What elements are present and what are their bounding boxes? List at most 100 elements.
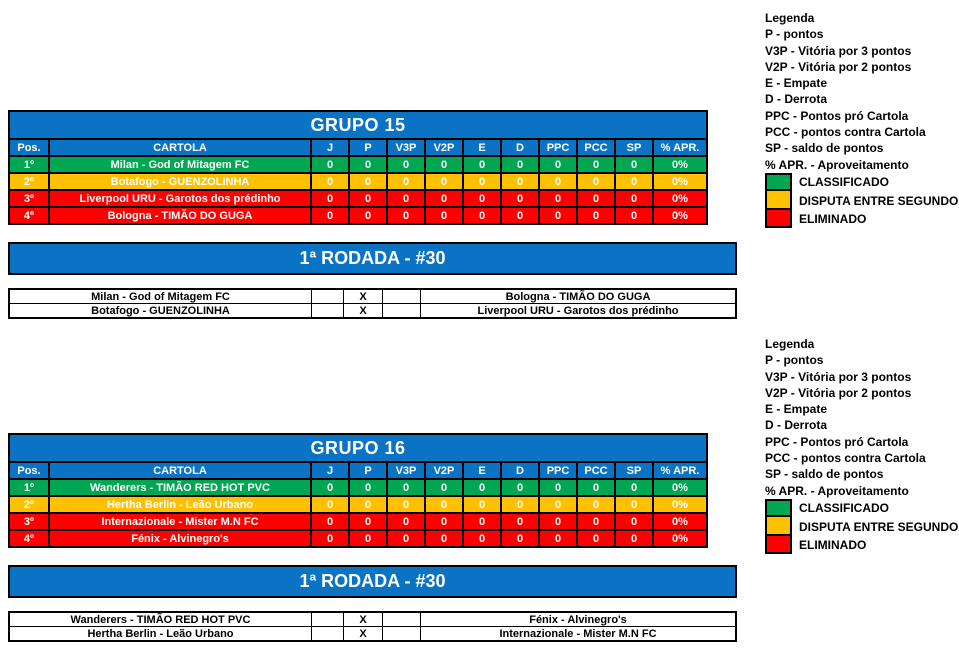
- stat-cell: 0: [616, 157, 652, 172]
- stat-cell: 0: [464, 191, 500, 206]
- stat-cell: 0: [388, 480, 424, 495]
- legend-line: E - Empate: [765, 402, 828, 417]
- fixture-row: Wanderers - TIMÃO RED HOT PVC X Fénix - …: [10, 613, 735, 626]
- home-team-cell: Milan - God of Mitagem FC: [10, 290, 311, 303]
- legend-line: V3P - Vitória por 3 pontos: [765, 369, 912, 384]
- position-cell: 2º: [10, 497, 48, 512]
- legend-line: V2P - Vitória por 2 pontos: [765, 59, 912, 74]
- stat-cell: 0: [312, 531, 348, 546]
- header-sp: SP: [616, 140, 652, 155]
- table-row: 3º Liverpool URU - Garotos dos prédinho …: [10, 191, 706, 206]
- legend-status-label: DISPUTA ENTRE SEGUNDOS: [799, 193, 959, 208]
- team-cell: Liverpool URU - Garotos dos prédinho: [50, 191, 310, 206]
- header-pos: Pos.: [10, 140, 48, 155]
- stat-cell: 0: [350, 514, 386, 529]
- stat-cell: 0: [540, 497, 576, 512]
- legend-line: SP - saldo de pontos: [765, 141, 884, 156]
- stat-cell: 0: [312, 208, 348, 223]
- table-row: 2º Hertha Berlin - Leão Urbano 0 0 0 0 0…: [10, 497, 706, 512]
- stat-cell: 0: [616, 480, 652, 495]
- versus-cell: X: [344, 304, 382, 317]
- position-cell: 1º: [10, 480, 48, 495]
- legend-line: P - pontos: [765, 353, 824, 368]
- away-score-cell[interactable]: [383, 290, 420, 303]
- position-cell: 4º: [10, 531, 48, 546]
- stat-cell: 0: [616, 191, 652, 206]
- apr-cell: 0%: [654, 157, 706, 172]
- stat-cell: 0: [464, 497, 500, 512]
- stat-cell: 0: [312, 157, 348, 172]
- apr-cell: 0%: [654, 480, 706, 495]
- away-score-cell[interactable]: [383, 627, 420, 640]
- stat-cell: 0: [502, 497, 538, 512]
- stat-cell: 0: [578, 497, 614, 512]
- stat-cell: 0: [426, 174, 462, 189]
- stat-cell: 0: [426, 514, 462, 529]
- stat-cell: 0: [616, 514, 652, 529]
- header-ppc: PPC: [540, 140, 576, 155]
- stat-cell: 0: [540, 157, 576, 172]
- group-title: GRUPO 16: [10, 435, 706, 461]
- legend-status-label: DISPUTA ENTRE SEGUNDOS: [799, 519, 959, 534]
- header-p: P: [350, 140, 386, 155]
- header-p: P: [350, 463, 386, 478]
- team-cell: Milan - God of Mitagem FC: [50, 157, 310, 172]
- yellow-swatch-icon: [765, 515, 792, 536]
- stat-cell: 0: [426, 208, 462, 223]
- home-score-cell[interactable]: [312, 290, 343, 303]
- team-cell: Botafogo - GUENZOLINHA: [50, 174, 310, 189]
- legend-line: E - Empate: [765, 76, 828, 91]
- header-d: D: [502, 140, 538, 155]
- team-cell: Wanderers - TIMÃO RED HOT PVC: [50, 480, 310, 495]
- stat-cell: 0: [540, 174, 576, 189]
- table-row: 4º Fénix - Alvinegro's 0 0 0 0 0 0 0 0 0…: [10, 531, 706, 546]
- home-team-cell: Hertha Berlin - Leão Urbano: [10, 627, 311, 640]
- yellow-swatch-icon: [765, 189, 792, 210]
- away-team-cell: Internazionale - Mister M.N FC: [421, 627, 735, 640]
- table-header-row: Pos. CARTOLA J P V3P V2P E D PPC PCC SP …: [10, 463, 706, 478]
- legend-line: PPC - Pontos pró Cartola: [765, 108, 909, 123]
- stat-cell: 0: [388, 208, 424, 223]
- away-score-cell[interactable]: [383, 304, 420, 317]
- stat-cell: 0: [502, 531, 538, 546]
- group-title: GRUPO 15: [10, 112, 706, 138]
- group-16-table: GRUPO 16 Pos. CARTOLA J P V3P V2P E D PP…: [8, 433, 708, 548]
- fixtures-table-group-16: Wanderers - TIMÃO RED HOT PVC X Fénix - …: [8, 611, 737, 642]
- round-banner: 1ª RODADA - #30: [8, 565, 737, 598]
- legend-line: V3P - Vitória por 3 pontos: [765, 43, 912, 58]
- legend-block-2: Legenda P - pontos V3P - Vitória por 3 p…: [765, 336, 959, 555]
- table-header-row: Pos. CARTOLA J P V3P V2P E D PPC PCC SP …: [10, 140, 706, 155]
- stat-cell: 0: [464, 514, 500, 529]
- stat-cell: 0: [502, 514, 538, 529]
- away-score-cell[interactable]: [383, 613, 420, 626]
- home-score-cell[interactable]: [312, 613, 343, 626]
- stat-cell: 0: [502, 174, 538, 189]
- home-score-cell[interactable]: [312, 627, 343, 640]
- stat-cell: 0: [578, 514, 614, 529]
- stat-cell: 0: [426, 480, 462, 495]
- home-score-cell[interactable]: [312, 304, 343, 317]
- stat-cell: 0: [464, 208, 500, 223]
- header-j: J: [312, 140, 348, 155]
- legend-line: P - pontos: [765, 27, 824, 42]
- stat-cell: 0: [616, 497, 652, 512]
- stat-cell: 0: [312, 514, 348, 529]
- stat-cell: 0: [502, 208, 538, 223]
- stat-cell: 0: [464, 480, 500, 495]
- header-apr: % APR.: [654, 140, 706, 155]
- table-row: 1º Milan - God of Mitagem FC 0 0 0 0 0 0…: [10, 157, 706, 172]
- header-e: E: [464, 463, 500, 478]
- stat-cell: 0: [616, 174, 652, 189]
- table-row: 2º Botafogo - GUENZOLINHA 0 0 0 0 0 0 0 …: [10, 174, 706, 189]
- header-sp: SP: [616, 463, 652, 478]
- stat-cell: 0: [388, 514, 424, 529]
- stat-cell: 0: [350, 157, 386, 172]
- legend-status-classified: CLASSIFICADO: [765, 172, 957, 192]
- apr-cell: 0%: [654, 497, 706, 512]
- header-pcc: PCC: [578, 140, 614, 155]
- legend-line: SP - saldo de pontos: [765, 467, 884, 482]
- away-team-cell: Bologna - TIMÃO DO GUGA: [421, 290, 735, 303]
- team-cell: Fénix - Alvinegro's: [50, 531, 310, 546]
- position-cell: 3º: [10, 191, 48, 206]
- stat-cell: 0: [388, 174, 424, 189]
